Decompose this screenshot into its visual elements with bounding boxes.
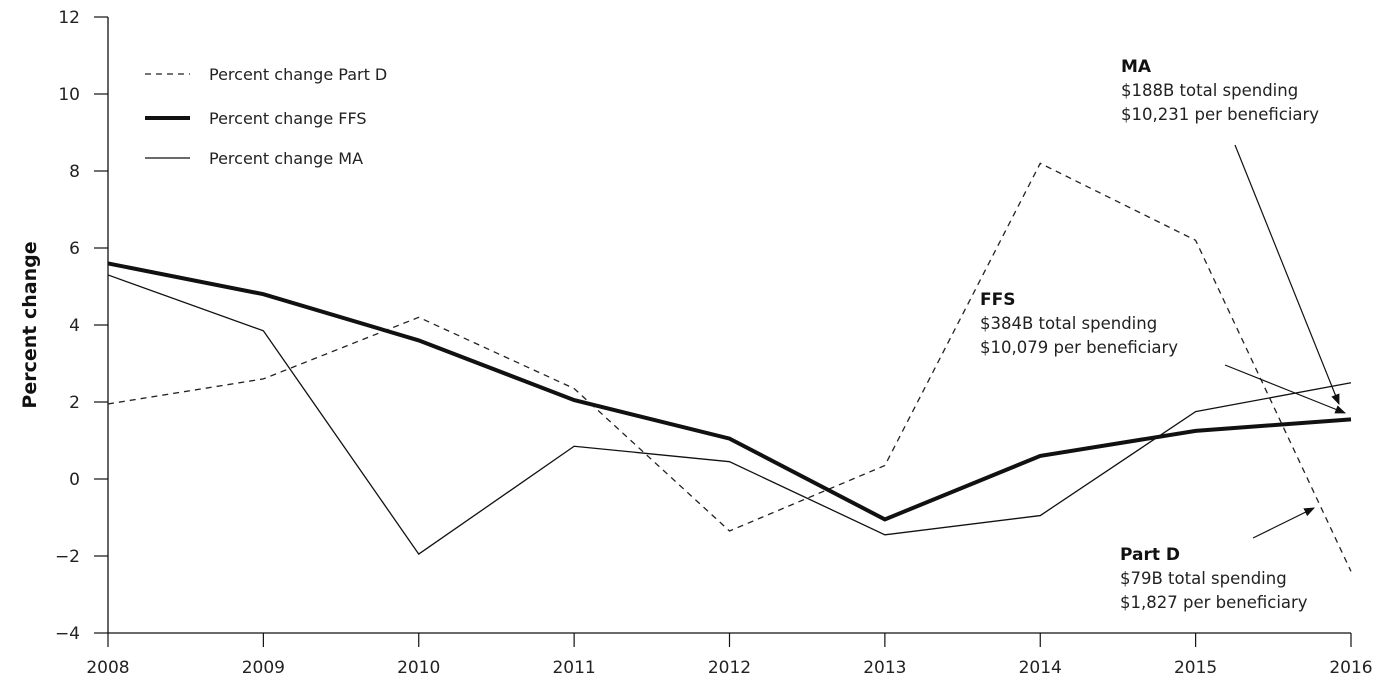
x-tick-label: 2010 xyxy=(397,658,440,678)
y-tick-label: 2 xyxy=(69,393,80,413)
annotation-text: $1,827 per beneficiary xyxy=(1120,593,1308,612)
annotation-text: $188B total spending xyxy=(1121,81,1298,100)
annotation-text: $384B total spending xyxy=(980,314,1157,333)
y-tick-label: 4 xyxy=(69,316,80,336)
annotation-arrow xyxy=(1224,364,1347,414)
series-line xyxy=(107,162,1352,572)
y-tick-label: −4 xyxy=(55,624,80,644)
y-axis-label: Percent change xyxy=(19,241,41,408)
annotation-arrow xyxy=(1252,507,1315,539)
x-tick-label: 2011 xyxy=(552,658,595,678)
legend-label: Percent change MA xyxy=(209,149,363,168)
series-lines xyxy=(107,162,1352,572)
x-tick-label: 2013 xyxy=(863,658,906,678)
legend-label: Percent change Part D xyxy=(209,65,387,84)
annotation-title: Part D xyxy=(1120,545,1180,565)
y-tick-label: −2 xyxy=(55,547,80,567)
annotation-arrow xyxy=(1234,144,1340,406)
x-tick-label: 2009 xyxy=(242,658,285,678)
annotation-text: $79B total spending xyxy=(1120,569,1287,588)
x-tick-label: 2014 xyxy=(1019,658,1062,678)
series-line xyxy=(107,274,1352,555)
x-tick-label: 2015 xyxy=(1174,658,1217,678)
y-tick-label: 12 xyxy=(58,8,80,28)
legend-label: Percent change FFS xyxy=(209,109,367,128)
x-tick-label: 2012 xyxy=(708,658,751,678)
y-tick-label: 8 xyxy=(69,162,80,182)
y-tick-label: 6 xyxy=(69,239,80,259)
series-line xyxy=(107,261,1352,522)
x-tick-label: 2008 xyxy=(86,658,129,678)
y-tick-label: 0 xyxy=(69,470,80,490)
annotation-title: MA xyxy=(1121,57,1152,77)
legend: Percent change Part D Percent change FFS P… xyxy=(145,65,387,168)
y-tick-label: 10 xyxy=(58,85,80,105)
axes: 12 10 8 6 4 2 0 −2 −4 2008 2009 2010 2011 2012 2013 201… xyxy=(19,8,1373,678)
annotations: MA $188B total spending $10,231 per benefi… xyxy=(980,57,1347,612)
annotation-title: FFS xyxy=(980,290,1015,310)
x-tick-label: 2016 xyxy=(1329,658,1372,678)
annotation-text: $10,231 per beneficiary xyxy=(1121,105,1319,124)
annotation-text: $10,079 per beneficiary xyxy=(980,338,1178,357)
